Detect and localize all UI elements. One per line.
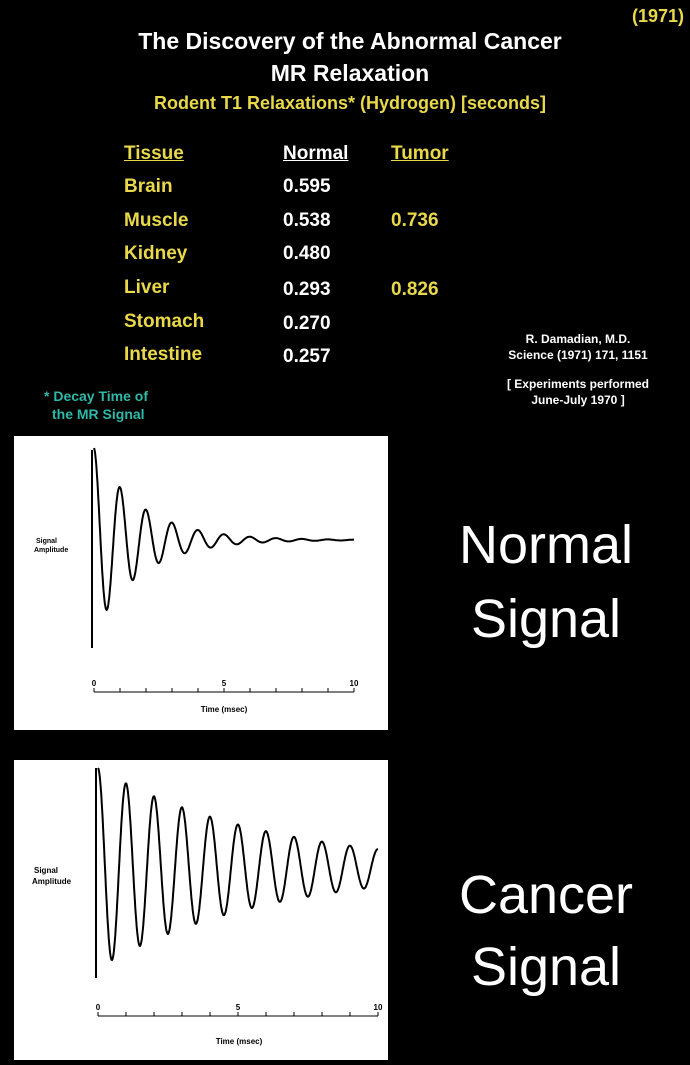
ylabel-line2: Amplitude <box>34 547 68 554</box>
header-tissue: Tissue <box>124 143 184 164</box>
normal-signal-panel: Signal Amplitude 0 5 10 Time (msec) <box>14 436 388 730</box>
title-line2: MR Relaxation <box>270 60 430 86</box>
year-label: (1971) <box>631 6 684 26</box>
subtitle: Rodent T1 Relaxations* (Hydrogen) [secon… <box>153 93 547 113</box>
xlabel: Time (msec) <box>201 705 248 714</box>
x-tick-label: 5 <box>222 679 227 688</box>
signal-curve <box>97 767 379 962</box>
x-tick-label: 5 <box>236 1003 241 1012</box>
normal-signal-label-line1: Normal <box>458 515 634 575</box>
row-normal: 0.480 <box>283 243 331 264</box>
x-tick-label: 0 <box>92 679 97 688</box>
row-normal: 0.257 <box>283 346 331 367</box>
normal-signal-chart: Signal Amplitude 0 5 10 Time (msec) <box>34 447 359 714</box>
x-ticks: 0 5 10 <box>92 679 359 692</box>
footnote-line2: the MR Signal <box>52 406 145 422</box>
row-normal: 0.270 <box>283 313 331 334</box>
row-normal: 0.538 <box>283 210 331 231</box>
row-tissue: Intestine <box>124 344 203 365</box>
x-tick-label: 10 <box>374 1003 383 1012</box>
row-normal: 0.595 <box>283 176 331 197</box>
x-ticks: 0 5 10 <box>96 1003 383 1016</box>
row-tissue: Stomach <box>124 311 205 332</box>
ylabel-line1: Signal <box>36 538 57 545</box>
row-normal: 0.293 <box>283 279 331 300</box>
row-tumor: 0.826 <box>391 279 439 300</box>
ylabel-line1: Signal <box>34 866 58 875</box>
ylabel-line2: Amplitude <box>32 877 72 886</box>
signal-curve <box>93 447 354 612</box>
header-normal: Normal <box>283 143 349 164</box>
reference-experiments-line1: [ Experiments performed <box>506 377 650 391</box>
row-tissue: Brain <box>124 176 173 197</box>
title-line1: The Discovery of the Abnormal Cancer <box>138 28 562 54</box>
row-tumor: 0.736 <box>391 210 439 231</box>
cancer-signal-chart: Signal Amplitude 0 5 10 Time (msec) <box>32 767 383 1046</box>
footnote-line1: * Decay Time of <box>44 388 149 404</box>
row-tissue: Kidney <box>124 243 188 264</box>
x-tick-label: 0 <box>96 1003 101 1012</box>
header-tumor: Tumor <box>391 143 449 164</box>
x-tick-label: 10 <box>350 679 359 688</box>
cancer-signal-panel: Signal Amplitude 0 5 10 Time (msec) <box>14 760 388 1060</box>
cancer-signal-label-line1: Cancer <box>458 865 634 925</box>
row-tissue: Muscle <box>124 210 189 231</box>
reference-author: R. Damadian, M.D. <box>525 332 631 346</box>
reference-experiments-line2: June-July 1970 ] <box>531 393 625 407</box>
row-tissue: Liver <box>124 277 170 298</box>
xlabel: Time (msec) <box>216 1037 263 1046</box>
normal-signal-label-line2: Signal <box>470 589 622 649</box>
reference-citation: Science (1971) 171, 1151 <box>508 348 648 362</box>
cancer-signal-label-line2: Signal <box>470 937 622 997</box>
